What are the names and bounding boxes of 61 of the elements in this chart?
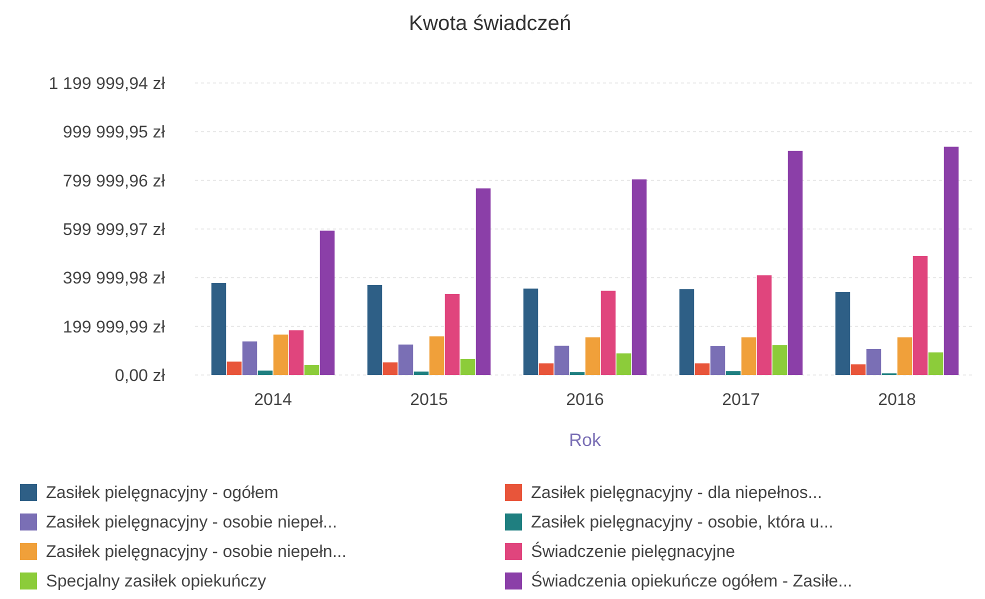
bar: [694, 363, 710, 375]
bar: [710, 346, 726, 375]
x-tick-label: 2014: [254, 390, 292, 409]
y-tick-label: 199 999,99 zł: [62, 317, 166, 336]
bar: [788, 150, 803, 375]
bar: [616, 353, 632, 375]
legend-label: Zasiłek pielęgnacyjny - ogółem: [46, 482, 278, 502]
y-tick-label: 799 999,96 zł: [62, 171, 166, 190]
bar: [382, 362, 398, 375]
bar: [460, 358, 476, 375]
bar: [897, 337, 912, 375]
bar: [288, 330, 304, 375]
bar: [444, 294, 460, 375]
bar: [429, 336, 444, 375]
legend-label: Zasiłek pielęgnacyjny - osobie niepełn...: [46, 542, 347, 561]
bar: [242, 341, 258, 375]
bar: [585, 337, 600, 375]
bar: [570, 372, 585, 375]
x-tick-label: 2017: [722, 390, 760, 409]
x-tick-label: 2015: [410, 390, 448, 409]
bar: [741, 337, 756, 375]
bar: [211, 283, 226, 375]
bar: [756, 275, 772, 375]
bar: [398, 344, 414, 375]
bar: [912, 256, 928, 375]
bar: [523, 288, 538, 375]
bar: [726, 371, 741, 375]
bar: [320, 230, 335, 375]
bar: [538, 363, 554, 375]
bar: [226, 362, 242, 375]
y-tick-label: 1 199 999,94 zł: [48, 74, 166, 93]
bar: [258, 370, 273, 375]
legend-label: Zasiłek pielęgnacyjny - osobie niepeł...: [46, 512, 338, 532]
y-tick-label: 599 999,97 zł: [62, 220, 166, 239]
bar: [928, 352, 944, 375]
bar: [835, 292, 850, 375]
bar: [554, 346, 570, 375]
bar: [273, 334, 288, 375]
bar: [772, 345, 788, 375]
chart-title: Kwota świadczeń: [408, 12, 572, 35]
bar: [679, 289, 694, 375]
x-tick-label: 2018: [878, 390, 916, 409]
y-tick-label: 399 999,98 zł: [62, 268, 166, 288]
legend-label: Świadczenia opiekuńcze ogółem - Zasiłe...: [531, 570, 852, 590]
x-tick-label: 2016: [566, 390, 604, 409]
bar: [850, 364, 866, 375]
legend-label: Świadczenie pielęgnacyjne: [531, 540, 736, 561]
y-tick-label: 999 999,95 zł: [62, 122, 166, 142]
bar: [944, 146, 959, 375]
bar: [476, 188, 491, 375]
bar: [600, 290, 616, 375]
bar: [304, 365, 320, 375]
bar: [367, 284, 382, 375]
y-tick-label: 0,00 zł: [114, 366, 166, 385]
legend-label: Zasiłek pielęgnacyjny - osobie, która u...: [531, 512, 834, 532]
bar: [866, 348, 882, 375]
bar: [414, 372, 429, 375]
legend-label: Zasiłek pielęgnacyjny - dla niepełnos...: [531, 482, 822, 502]
x-axis-title: Rok: [568, 430, 602, 450]
legend-label: Specjalny zasiłek opiekuńczy: [46, 571, 267, 590]
bar: [632, 179, 647, 375]
